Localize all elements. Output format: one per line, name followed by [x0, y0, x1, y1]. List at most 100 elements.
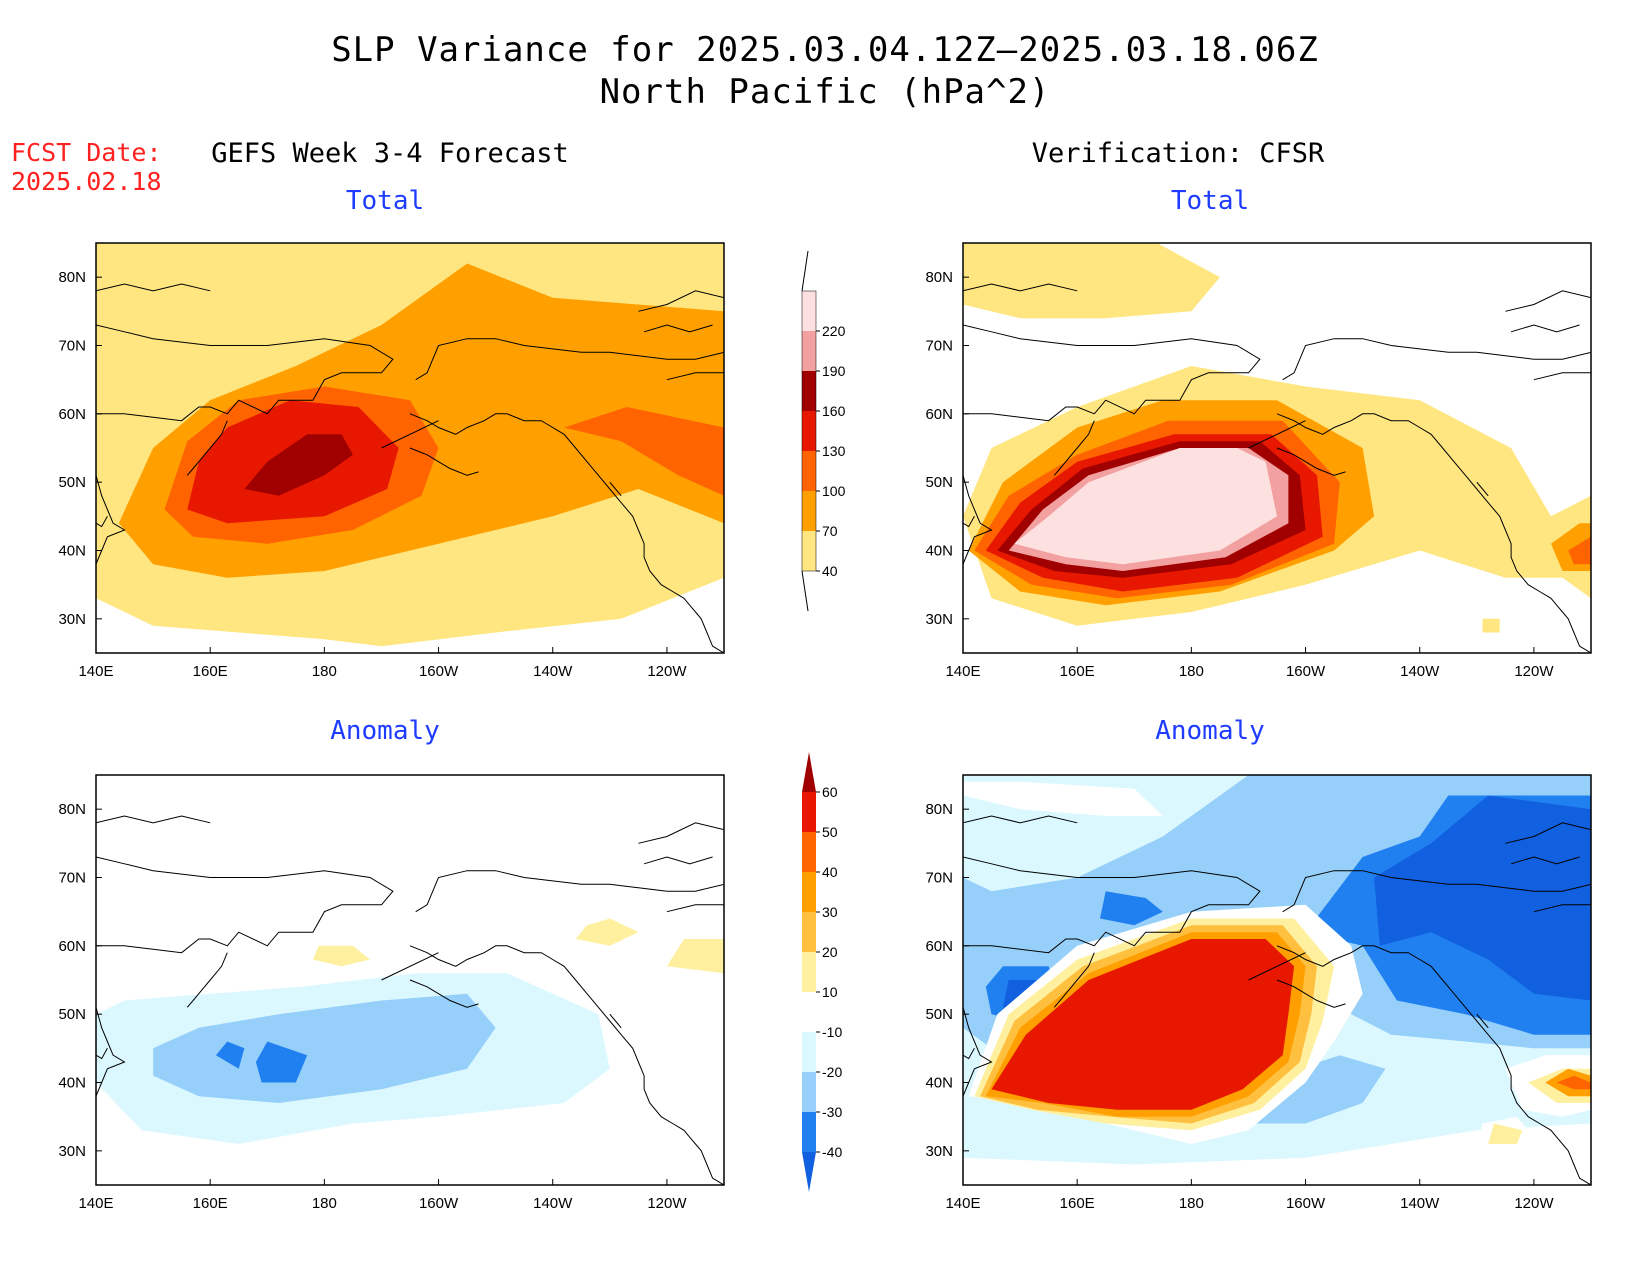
map-panel-verification-anomaly: 140E 160E 180 160W 140W 120W 30N 40N 50N 60N 70N 80…: [925, 774, 1592, 1212]
y-tick-label: 60N: [925, 406, 953, 423]
coastline: [96, 475, 126, 565]
coastline: [96, 1048, 108, 1060]
colorbar-segment: [802, 491, 816, 531]
coastline: [1510, 856, 1580, 865]
colorbar-segment: [802, 531, 816, 571]
colorbar-segment: [802, 1032, 816, 1072]
coastline: [1476, 481, 1489, 497]
colorbar-segment: [802, 1112, 816, 1152]
coastline: [1476, 1013, 1489, 1029]
coastline: [643, 856, 713, 865]
contour-region: [312, 945, 370, 967]
colorbar-tail-bottom: [801, 570, 809, 612]
colorbar-label: -20: [822, 1064, 842, 1080]
colorbar-segment: [802, 371, 816, 411]
coastline: [963, 1048, 975, 1060]
contour-region: [575, 918, 639, 946]
fcst-date-block: FCST Date: 2025.02.18: [11, 138, 162, 196]
colorbar-segment: [802, 952, 816, 992]
fcst-date-value: 2025.02.18: [11, 167, 162, 196]
colorbar-label: 60: [822, 784, 838, 800]
anomaly-colorbar: -40 -30 -20 -10 10 20 30 40 50 60: [802, 752, 842, 1192]
coastline: [1282, 870, 1591, 913]
panel-title-verification-anomaly: Anomaly: [1155, 716, 1265, 746]
x-tick-label: 140W: [533, 663, 573, 680]
coastline: [963, 475, 993, 565]
coastline: [96, 283, 211, 292]
coastline: [1248, 952, 1306, 981]
coastline: [963, 283, 1078, 292]
coastline: [1053, 420, 1095, 476]
colorbar-segment: [802, 792, 816, 832]
coastline: [1248, 420, 1306, 449]
y-tick-label: 60N: [925, 938, 953, 955]
x-tick-label: 120W: [647, 663, 687, 680]
coastline: [1282, 338, 1591, 381]
colorbar-segment: [802, 912, 816, 952]
fcst-date-label: FCST Date:: [11, 138, 162, 167]
y-tick-label: 80N: [925, 269, 953, 286]
colorbar-arrow-bottom: [802, 1152, 816, 1192]
colorbar-label: 100: [822, 483, 846, 499]
main-subtitle: North Pacific (hPa^2): [599, 72, 1051, 112]
coastline: [186, 952, 228, 1008]
x-tick-label: 160E: [1060, 1195, 1095, 1212]
contour-region: [1488, 1123, 1523, 1144]
panel-title-forecast-anomaly: Anomaly: [330, 716, 440, 746]
x-tick-label: 140W: [533, 1195, 573, 1212]
colorbar-arrow-top: [802, 752, 816, 792]
colorbar-label: 220: [822, 323, 846, 339]
colorbar-segment: [802, 832, 816, 872]
y-tick-label: 50N: [925, 1006, 953, 1023]
colorbar-label: 190: [822, 363, 846, 379]
y-tick-label: 80N: [58, 269, 86, 286]
y-tick-label: 40N: [925, 543, 953, 560]
coastline: [609, 1013, 622, 1029]
colorbar-label: 50: [822, 824, 838, 840]
contour-region: [963, 781, 1163, 816]
x-tick-label: 140E: [945, 663, 980, 680]
coastline: [415, 870, 724, 913]
y-tick-label: 30N: [58, 1143, 86, 1160]
coastline: [409, 979, 479, 1008]
map-panel-forecast-anomaly: 140E 160E 180 160W 140W 120W 30N 40N 50N 60N 70N 80…: [58, 774, 725, 1212]
left-column-title: GEFS Week 3-4 Forecast: [211, 138, 569, 169]
coastline: [1533, 372, 1591, 381]
x-tick-label: 120W: [1514, 663, 1554, 680]
x-tick-label: 140W: [1400, 663, 1440, 680]
coastline: [963, 856, 1261, 954]
x-tick-label: 140W: [1400, 1195, 1440, 1212]
y-tick-label: 70N: [58, 338, 86, 355]
coastline: [1510, 324, 1580, 333]
colorbar-label: 10: [822, 984, 838, 1000]
x-tick-label: 160E: [1060, 663, 1095, 680]
coastline: [1276, 447, 1346, 476]
coastline: [96, 856, 394, 954]
colorbar-segment: [802, 411, 816, 451]
map-panel-forecast-total: 140E 160E 180 160W 140W 120W 30N 40N 50N 60N 70N 80…: [58, 242, 725, 680]
colorbar-segment: [802, 872, 816, 912]
contour-region: [1100, 891, 1163, 926]
colorbar-tail-top: [801, 250, 809, 292]
x-tick-label: 160E: [193, 1195, 228, 1212]
map-frame: [962, 242, 1592, 654]
coastline: [381, 952, 439, 981]
coastline: [96, 1007, 126, 1097]
contour-region: [255, 1041, 308, 1083]
y-tick-label: 40N: [58, 543, 86, 560]
contour-region: [96, 775, 724, 864]
coastline: [186, 420, 228, 476]
x-tick-label: 140E: [945, 1195, 980, 1212]
coastline: [666, 372, 724, 381]
coastline: [638, 822, 724, 844]
map-frame: [962, 774, 1592, 1186]
coastline: [1533, 904, 1591, 913]
y-tick-label: 50N: [58, 1006, 86, 1023]
coastline: [963, 815, 1078, 824]
coastline: [409, 945, 724, 1185]
x-tick-label: 140E: [78, 663, 113, 680]
y-tick-label: 30N: [58, 611, 86, 628]
contour-region: [1482, 618, 1500, 633]
colorbar-outline: [801, 290, 817, 572]
